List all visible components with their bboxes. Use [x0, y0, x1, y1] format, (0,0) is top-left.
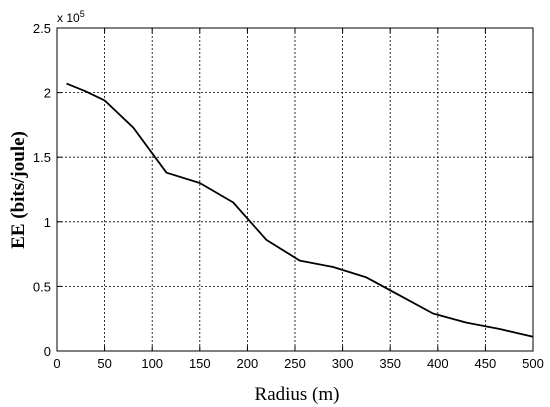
x-tick-label: 250 — [284, 356, 306, 371]
y-tick-label: 2 — [44, 86, 51, 101]
x-tick-labels: 0 50 100 150 200 250 300 350 400 450 500 — [53, 356, 543, 371]
series-layer — [66, 82, 534, 338]
x-tick-label: 350 — [379, 356, 401, 371]
y-tick-label: 0.5 — [33, 279, 51, 294]
x-tick-label: 100 — [141, 356, 163, 371]
y-tick-label: 0 — [44, 344, 51, 359]
x-tick-label: 200 — [237, 356, 259, 371]
y-multiplier-base: x 10 — [57, 11, 80, 25]
x-tick-label: 300 — [332, 356, 354, 371]
x-tick-label: 50 — [97, 356, 111, 371]
y-axis-title: EE (bits/joule) — [8, 131, 29, 249]
y-tick-label: 1.5 — [33, 150, 51, 165]
x-tick-label: 0 — [53, 356, 60, 371]
y-multiplier: x 105 — [57, 9, 85, 25]
y-multiplier-exponent: 5 — [80, 9, 85, 19]
y-tick-labels: 0 0.5 1 1.5 2 2.5 — [33, 21, 51, 359]
y-tick-label: 2.5 — [33, 21, 51, 36]
y-tick-label: 1 — [44, 215, 51, 230]
x-tick-label: 150 — [189, 356, 211, 371]
tick-marks — [56, 27, 534, 352]
x-tick-label: 500 — [522, 356, 544, 371]
series-line — [66, 82, 534, 338]
x-tick-label: 400 — [427, 356, 449, 371]
x-axis-title: Radius (m) — [255, 384, 340, 405]
grid-lines — [57, 28, 533, 351]
x-tick-label: 450 — [475, 356, 497, 371]
